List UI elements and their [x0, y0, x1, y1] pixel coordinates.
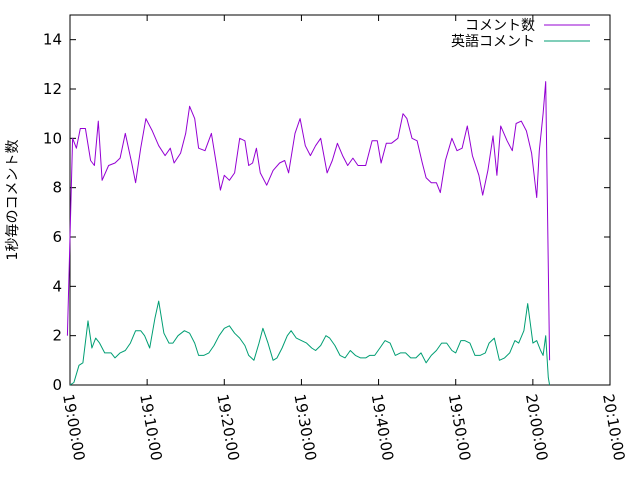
y-tick-label: 6 — [52, 228, 62, 246]
y-axis-ticks: 0 2 4 6 8 10 12 14 — [43, 31, 610, 394]
x-tick-label: 20:00:00 — [522, 393, 551, 462]
x-tick-label: 19:10:00 — [136, 393, 165, 462]
y-tick-label: 12 — [43, 80, 62, 98]
series-line-1 — [66, 81, 551, 361]
series-line-2 — [69, 300, 551, 386]
y-tick-label: 8 — [52, 179, 62, 197]
y-tick-label: 14 — [43, 31, 62, 49]
x-tick-label: 20:10:00 — [599, 393, 628, 462]
x-tick-label: 19:50:00 — [445, 393, 474, 462]
y-axis-title: 1秒毎のコメント数 — [5, 140, 21, 261]
x-axis-ticks: 19:00:00 19:10:00 19:20:00 19:30:00 19:40:00… — [59, 15, 628, 462]
x-tick-label: 19:30:00 — [290, 393, 319, 462]
series-layer — [66, 81, 551, 386]
legend-label-1: コメント数 — [465, 18, 535, 34]
y-tick-label: 2 — [52, 327, 62, 345]
y-tick-label: 4 — [52, 277, 62, 295]
x-tick-label: 19:40:00 — [368, 393, 397, 462]
y-tick-label: 0 — [52, 376, 62, 394]
plot-frame — [69, 14, 611, 386]
x-tick-label: 19:00:00 — [59, 393, 88, 462]
y-tick-label: 10 — [43, 129, 62, 147]
legend-label-2: 英語コメント — [451, 33, 535, 50]
x-tick-label: 19:20:00 — [213, 393, 242, 462]
